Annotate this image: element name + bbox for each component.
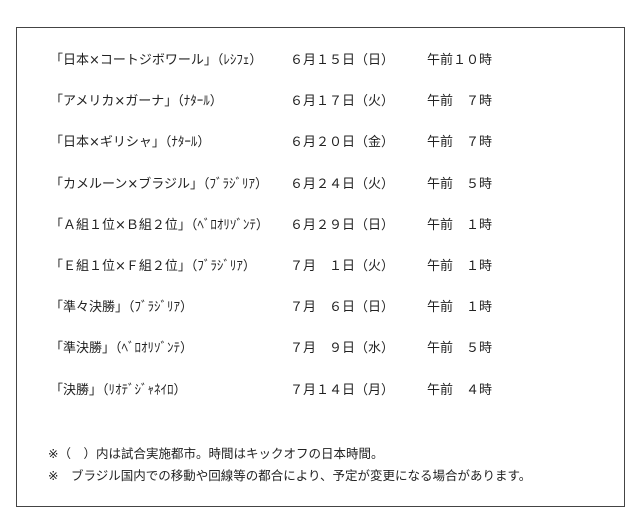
kickoff-time: 午前 ７時 [427,135,493,151]
note-cities-times: ※（ ）内は試合実施都市。時間はキックオフの日本時間。 [48,446,384,461]
match-name: 「日本×コートジボワール」（ﾚｼﾌｪ） [50,53,263,68]
schedule-row: 「日本×コートジボワール」（ﾚｼﾌｪ） ６月１５日（日） 午前１０時 [17,51,624,71]
match-date: ６月１７日（火） [290,94,395,110]
match-name: 「Ｅ組１位×Ｆ組２位」（ﾌﾞﾗｼﾞﾘｱ） [50,259,256,274]
match-date: ６月２４日（火） [290,176,395,192]
kickoff-time: 午前 １時 [427,217,493,233]
schedule-row: 「決勝」（ﾘｵﾃﾞｼﾞｬﾈｲﾛ） ７月１４日（月） 午前 ４時 [17,381,624,401]
match-date: ６月１５日（日） [290,53,395,68]
kickoff-time: 午前 ４時 [427,382,493,398]
match-date: ７月 ９日（水） [290,341,395,357]
schedule-row: 「準決勝」（ﾍﾞﾛｵﾘｿﾞﾝﾃ） ７月 ９日（水） 午前 ５時 [17,339,624,359]
schedule-box: ※（ ）内は試合実施都市。時間はキックオフの日本時間。 ※ ブラジル国内での移動… [16,27,625,507]
match-name: 「決勝」（ﾘｵﾃﾞｼﾞｬﾈｲﾛ） [50,382,187,398]
kickoff-time: 午前 ５時 [427,341,493,357]
kickoff-time: 午前 １時 [427,300,493,316]
match-date: ６月２０日（金） [290,135,395,151]
match-name: 「アメリカ×ガーナ」（ﾅﾀｰﾙ） [50,94,223,110]
match-date: ７月 ６日（日） [290,300,395,316]
schedule-row: 「アメリカ×ガーナ」（ﾅﾀｰﾙ） ６月１７日（火） 午前 ７時 [17,92,624,112]
kickoff-time: 午前 ５時 [427,176,493,192]
match-name: 「準決勝」（ﾍﾞﾛｵﾘｿﾞﾝﾃ） [50,341,194,357]
match-name: 「日本×ギリシャ」（ﾅﾀｰﾙ） [50,135,211,151]
match-name: 「カメルーン×ブラジル」（ﾌﾞﾗｼﾞﾘｱ） [50,176,268,192]
match-name: 「Ａ組１位×Ｂ組２位」（ﾍﾞﾛｵﾘｿﾞﾝﾃ） [50,217,269,233]
note-schedule-change: ※ ブラジル国内での移動や回線等の都合により、予定が変更になる場合があります。 [48,468,532,483]
match-date: ６月２９日（日） [290,217,395,233]
schedule-row: 「Ａ組１位×Ｂ組２位」（ﾍﾞﾛｵﾘｿﾞﾝﾃ） ６月２９日（日） 午前 １時 [17,216,624,236]
match-date: ７月１４日（月） [290,382,395,398]
schedule-row: 「日本×ギリシャ」（ﾅﾀｰﾙ） ６月２０日（金） 午前 ７時 [17,133,624,153]
schedule-row: 「準々決勝」（ﾌﾞﾗｼﾞﾘｱ） ７月 ６日（日） 午前 １時 [17,298,624,318]
kickoff-time: 午前 １時 [427,259,493,274]
kickoff-time: 午前１０時 [427,53,493,68]
match-date: ７月 １日（火） [290,259,395,274]
schedule-row: 「カメルーン×ブラジル」（ﾌﾞﾗｼﾞﾘｱ） ６月２４日（火） 午前 ５時 [17,175,624,195]
match-name: 「準々決勝」（ﾌﾞﾗｼﾞﾘｱ） [50,300,194,316]
schedule-row: 「Ｅ組１位×Ｆ組２位」（ﾌﾞﾗｼﾞﾘｱ） ７月 １日（火） 午前 １時 [17,257,624,277]
kickoff-time: 午前 ７時 [427,94,493,110]
